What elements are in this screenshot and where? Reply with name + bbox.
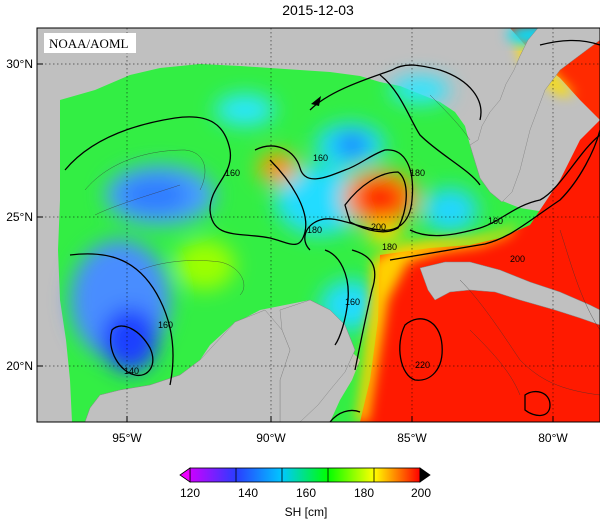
contours-thick [64,39,600,422]
lat-ticks [37,63,43,367]
contour-label: 160 [313,153,328,163]
colorbar-tick: 120 [180,486,200,500]
lat-label: 30°N [6,57,33,71]
contour-200-east [389,129,600,261]
map-frame [36,27,600,423]
lat-label: 20°N [6,359,33,373]
lon-label: 80°W [538,431,568,445]
contour-label: 160 [345,297,360,307]
contour-ne [309,64,482,121]
lon-label: 85°W [397,431,427,445]
lon-label: 95°W [112,431,142,445]
contour-180 [254,145,414,251]
contour-180-south [351,249,376,371]
contour-atlantic [539,39,600,46]
contour-label: 180 [307,225,322,235]
contour-160-west [69,253,174,386]
contour-220 [399,318,443,381]
colorbar-tick: 200 [411,486,431,500]
contour-160-south [324,249,349,346]
map-title: 2015-12-03 [282,2,354,18]
current-arrow-icon [311,96,321,106]
contour-south-edge [329,409,361,422]
credit-label: NOAA/AOML [49,36,129,51]
contour-160-east [409,134,600,237]
contour-label: 200 [371,222,386,232]
lat-label: 25°N [6,210,33,224]
contour-140 [110,325,154,377]
lon-ticks [126,416,554,422]
colorbar-gradient [189,467,421,483]
contour-north [379,74,481,186]
colorbar-tick: 140 [238,486,258,500]
credit-box [44,33,136,53]
mexico-south [84,309,291,422]
contour-label: 160 [158,320,173,330]
contour-label: 160 [225,168,240,178]
sea-height-field [70,76,478,372]
graticule [37,28,600,422]
colorbar-max-arrow-icon [419,467,431,483]
contour-200 [344,171,407,233]
contour-220-east [524,391,551,417]
florida-peninsula [469,28,600,203]
colorbar-label: SH [cm] [285,505,328,519]
contour-label: 220 [415,360,430,370]
contour-label: 200 [510,254,525,264]
map-area: 160 160 180 180 200 160 180 160 160 140 … [37,28,600,422]
contour-label: 140 [124,366,139,376]
colorbar-tick: 180 [354,486,374,500]
contour-label: 180 [382,242,397,252]
contour-labels: 160 160 180 180 200 160 180 160 160 140 … [124,153,525,376]
colorbar-tick: 160 [296,486,316,500]
contour-label: 180 [410,168,425,178]
contour-label: 160 [488,216,503,226]
colorbar-min-arrow-icon [179,467,191,483]
land-masses [84,28,600,422]
lon-label: 90°W [256,431,286,445]
cuba [419,261,600,326]
contour-160 [64,116,307,246]
colorbar: 120 140 160 180 200 SH [cm] [179,467,431,519]
